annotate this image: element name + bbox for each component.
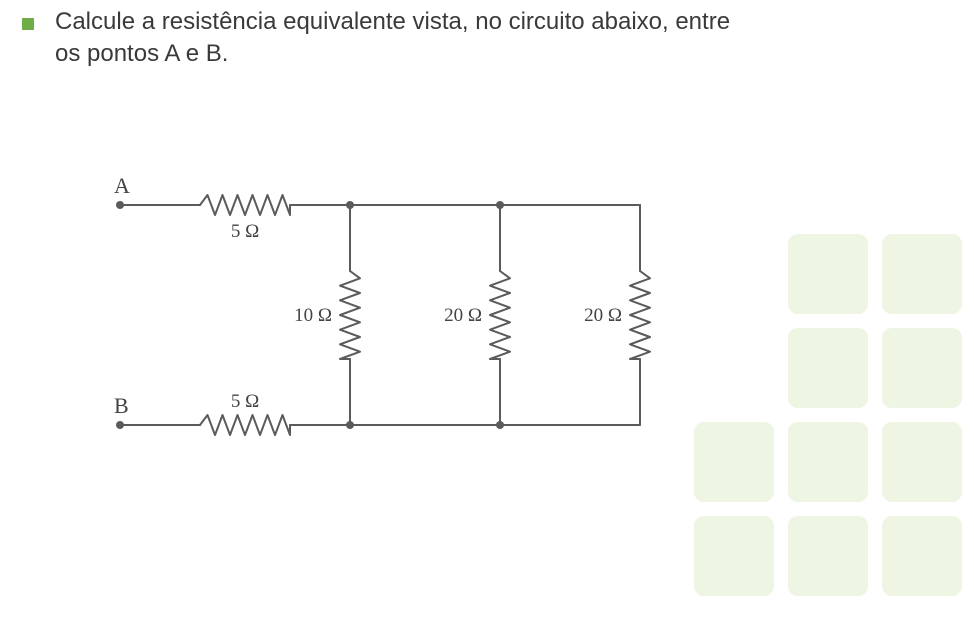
- svg-text:10 Ω: 10 Ω: [294, 305, 332, 326]
- deco-square: [882, 234, 962, 314]
- svg-text:5 Ω: 5 Ω: [231, 221, 259, 242]
- question-text: Calcule a resistência equivalente vista,…: [55, 6, 730, 71]
- circuit-diagram: A B 5 Ω 5 Ω 10 Ω 20 Ω 20 Ω: [100, 175, 720, 455]
- svg-text:B: B: [114, 393, 129, 418]
- question-line1: Calcule a resistência equivalente vista,…: [55, 8, 730, 35]
- svg-text:A: A: [114, 175, 130, 198]
- deco-square: [882, 328, 962, 408]
- deco-square: [788, 234, 868, 314]
- bullet-square: [22, 18, 34, 30]
- deco-square: [788, 422, 868, 502]
- deco-square: [788, 328, 868, 408]
- deco-square: [882, 516, 962, 596]
- question-line2: os pontos A e B.: [55, 40, 228, 67]
- svg-text:5 Ω: 5 Ω: [231, 391, 259, 412]
- deco-square: [694, 516, 774, 596]
- deco-square: [882, 422, 962, 502]
- svg-text:20 Ω: 20 Ω: [584, 305, 622, 326]
- svg-text:20 Ω: 20 Ω: [444, 305, 482, 326]
- deco-square: [788, 516, 868, 596]
